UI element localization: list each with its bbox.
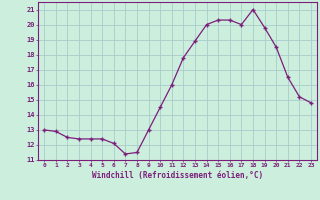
X-axis label: Windchill (Refroidissement éolien,°C): Windchill (Refroidissement éolien,°C) — [92, 171, 263, 180]
